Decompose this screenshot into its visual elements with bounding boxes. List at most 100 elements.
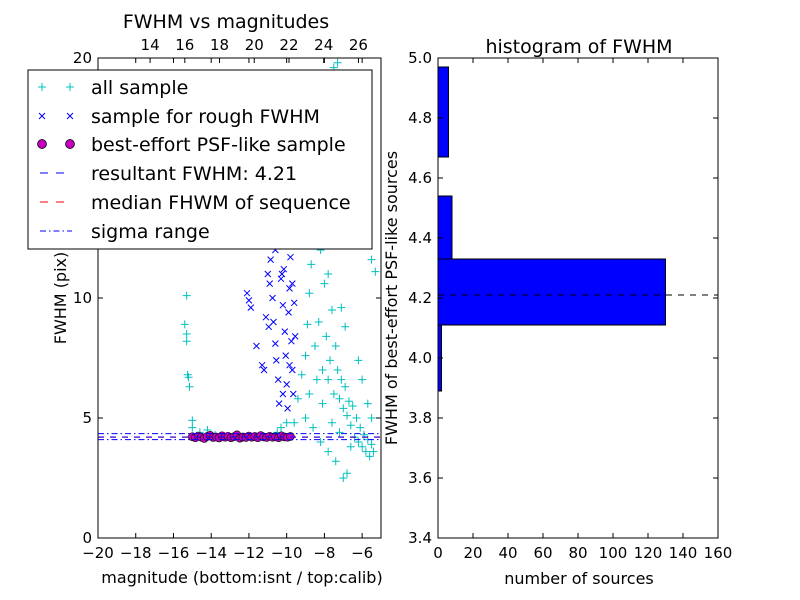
top-axis-ticks: 14 16 18 20 22 24 26: [141, 36, 368, 63]
rough-sample-point: [291, 333, 299, 340]
all-sample-point: [369, 447, 378, 456]
all-sample-point: [356, 423, 365, 432]
top-tick-label: 14: [141, 36, 160, 54]
x-tick-label: −6: [351, 544, 373, 562]
hist-x-tick-label: 20: [463, 544, 482, 562]
legend-entry: all sample: [38, 77, 188, 99]
all-sample-point: [346, 442, 355, 451]
hist-y-tick-label: 4.4: [408, 229, 432, 247]
all-sample-point: [301, 351, 310, 360]
x-tick-label: −12: [233, 544, 265, 562]
all-sample-point: [337, 375, 346, 384]
scatter-title: FWHM vs magnitudes: [123, 11, 329, 33]
rough-sample-point: [280, 265, 288, 273]
rough-sample-point: [286, 285, 293, 292]
legend-entry: sigma range: [40, 221, 210, 243]
hist-x-tick-label: 0: [433, 544, 443, 562]
all-sample-point: [341, 322, 350, 331]
all-sample-point: [188, 416, 197, 425]
legend-entry: best-effort PSF-like sample: [37, 134, 346, 156]
all-sample-point: [307, 260, 316, 269]
histogram-y-ticks: 3.4 3.6 3.8 4.0 4.2 4.4 4.6 4.8 5.0: [408, 49, 718, 547]
all-sample-point: [297, 370, 306, 379]
histogram-bar: [438, 258, 666, 326]
all-sample-point: [324, 270, 333, 278]
left-axis-ticks: 0 5 10 20: [73, 49, 381, 547]
all-sample-point: [329, 390, 338, 398]
all-sample-point: [352, 414, 361, 422]
top-tick-label: 26: [349, 36, 368, 54]
legend-label: sample for rough FWHM: [91, 106, 320, 128]
legend: all sample sample for rough FWHM best-effo…: [27, 69, 373, 250]
rough-sample-point: [258, 361, 266, 369]
y-tick-label: 5: [82, 409, 92, 427]
histogram-xlabel: number of sources: [504, 569, 654, 588]
all-sample-point: [348, 402, 357, 410]
rough-sample-point: [271, 340, 279, 347]
legend-marker: [37, 139, 47, 149]
hist-y-tick-label: 5.0: [408, 49, 432, 67]
rough-sample-point: [266, 280, 274, 287]
rough-sample-point: [283, 381, 291, 388]
all-sample-point: [367, 414, 376, 422]
rough-sample-point: [279, 390, 287, 398]
all-sample-point: [358, 375, 367, 384]
histogram-bar: [438, 195, 453, 260]
all-sample-point: [331, 457, 340, 466]
top-tick-label: 20: [245, 36, 264, 54]
legend-marker: [38, 83, 46, 91]
rough-sample-point: [287, 253, 294, 261]
legend-marker: [66, 112, 74, 120]
all-sample-point: [354, 356, 363, 365]
all-sample-point: [333, 366, 342, 374]
all-sample-point: [327, 418, 336, 427]
hist-x-tick-label: 60: [533, 544, 552, 562]
y-tick-label: 20: [73, 49, 92, 67]
hist-y-tick-label: 4.0: [408, 349, 432, 367]
top-tick-label: 22: [279, 36, 298, 54]
histogram-bar: [438, 66, 449, 158]
all-sample-point: [346, 421, 355, 430]
all-sample-point: [344, 397, 353, 406]
top-tick-label: 24: [314, 36, 333, 54]
rough-sample-point: [270, 318, 277, 326]
all-sample-point: [326, 356, 335, 365]
rough-sample-point: [274, 376, 282, 383]
hist-x-tick-label: 80: [568, 544, 587, 562]
legend-label: best-effort PSF-like sample: [91, 134, 346, 156]
hist-y-tick-label: 4.8: [408, 109, 432, 127]
legend-label: median FHWM of sequence: [91, 192, 351, 214]
all-sample-point: [331, 342, 340, 350]
histogram-plot-area: [438, 66, 666, 392]
top-tick-label: 18: [210, 36, 229, 54]
rough-sample-point: [267, 256, 274, 263]
all-sample-point: [343, 411, 352, 420]
all-sample-point: [324, 375, 333, 384]
hist-y-tick-label: 4.2: [408, 289, 432, 307]
histogram-panel: histogram of FWHM 0 20 40 60 80 100 120 140 160 …: [382, 36, 732, 588]
hist-y-tick-label: 3.6: [408, 469, 432, 487]
rough-sample-point: [282, 352, 290, 359]
all-sample-point: [184, 373, 193, 382]
legend-marker: [66, 83, 74, 91]
rough-sample-point: [290, 299, 298, 307]
hist-y-tick-label: 3.8: [408, 409, 432, 427]
all-sample-point: [324, 447, 333, 456]
legend-marker: [65, 139, 75, 149]
all-sample-point: [318, 366, 327, 374]
rough-sample-point: [269, 294, 276, 302]
rough-sample-point: [288, 366, 296, 374]
hist-x-tick-label: 120: [634, 544, 663, 562]
rough-sample-point: [289, 390, 297, 398]
all-sample-point: [310, 342, 319, 350]
rough-sample-point: [288, 280, 296, 287]
x-tick-label: −8: [313, 544, 335, 562]
rough-sample-point: [243, 289, 251, 297]
all-sample-point: [309, 423, 318, 432]
scatter-xlabel: magnitude (bottom:isnt / top:calib): [101, 568, 382, 587]
x-tick-label: −14: [195, 544, 227, 562]
all-sample-point: [182, 330, 191, 338]
all-sample-point: [188, 423, 197, 432]
rough-sample-point: [245, 297, 253, 304]
